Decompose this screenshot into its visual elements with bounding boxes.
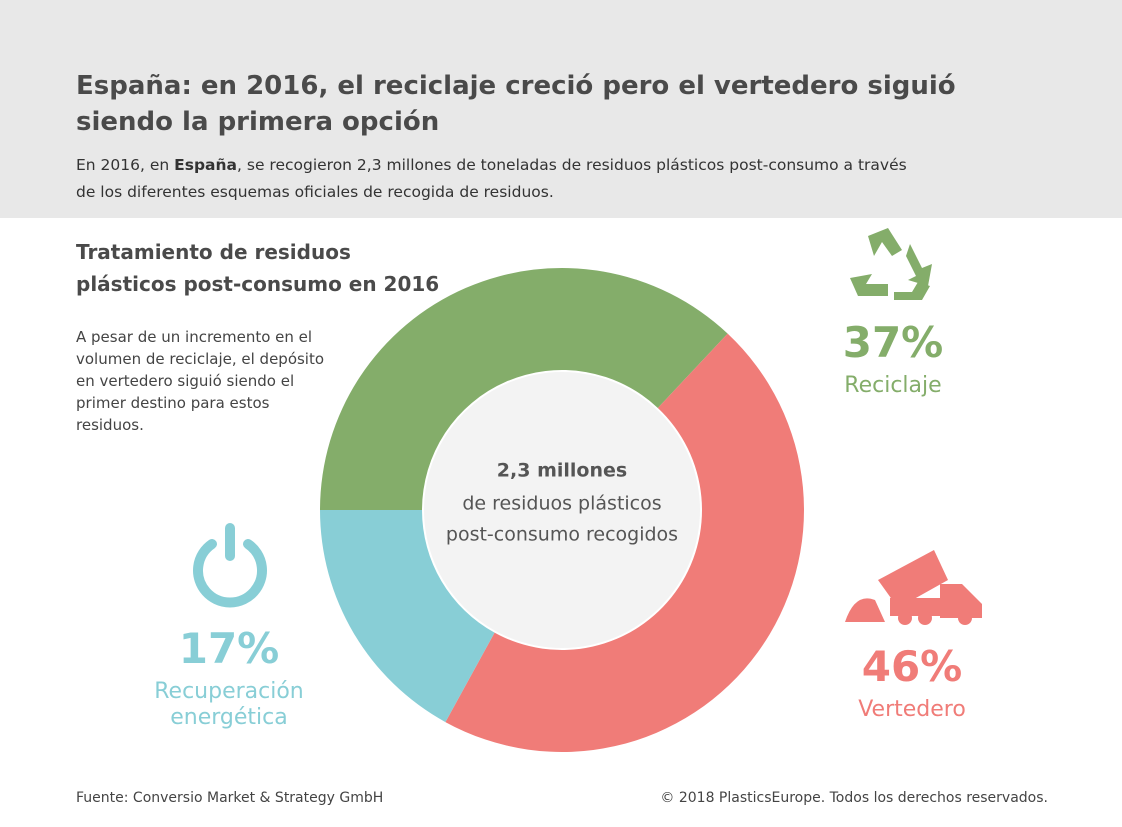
title: España: en 2016, el reciclaje creció per…: [76, 71, 956, 137]
note: A pesar de un incremento en el volumen d…: [76, 328, 325, 434]
center-text: post-consumo recogidos: [446, 524, 678, 546]
donut-segment: [320, 268, 728, 510]
center-backdrop: [424, 372, 700, 648]
header-band: [0, 0, 1122, 218]
source: Fuente: Conversio Market & Strategy GmbH: [76, 790, 384, 806]
subtitle-bold: España: [174, 156, 238, 174]
subtitle: En 2016, en España, se recogieron 2,3 mi…: [76, 152, 926, 206]
truck-icon: [845, 550, 982, 625]
power-icon: [193, 523, 267, 608]
value-label: 37%: [842, 318, 944, 367]
category-label: Reciclaje: [844, 373, 942, 398]
category-label: Vertedero: [858, 697, 966, 722]
copyright: © 2018 PlasticsEurope. Todos los derecho…: [660, 790, 1048, 806]
recycle-icon: [850, 228, 932, 300]
donut-segment: [320, 510, 495, 723]
value-label: 46%: [861, 642, 963, 691]
subtitle-text: En 2016, en: [76, 156, 175, 174]
subtitle-text: , se recogieron 2,3 millones de tonelada…: [76, 156, 907, 201]
donut-segment: [445, 333, 804, 752]
chart-title: Tratamiento de residuos plásticos post-c…: [76, 240, 440, 296]
center-text: 2,3 millones: [497, 460, 627, 482]
value-label: 17%: [178, 624, 280, 673]
center-text: de residuos plásticos: [462, 493, 661, 515]
category-label: Recuperación energética: [154, 679, 304, 730]
